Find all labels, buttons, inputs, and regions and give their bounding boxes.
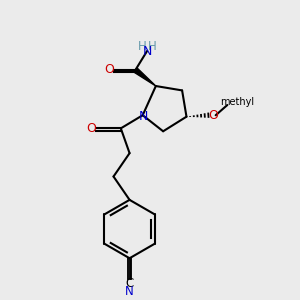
- Text: N: N: [125, 285, 134, 298]
- Text: N: N: [142, 44, 152, 58]
- Text: O: O: [86, 122, 96, 135]
- Text: C: C: [125, 277, 134, 290]
- Text: H: H: [137, 40, 146, 52]
- Polygon shape: [134, 68, 156, 86]
- Text: O: O: [104, 64, 114, 76]
- Text: O: O: [208, 109, 218, 122]
- Text: N: N: [139, 110, 148, 123]
- Text: H: H: [148, 40, 157, 52]
- Text: methyl: methyl: [220, 97, 254, 107]
